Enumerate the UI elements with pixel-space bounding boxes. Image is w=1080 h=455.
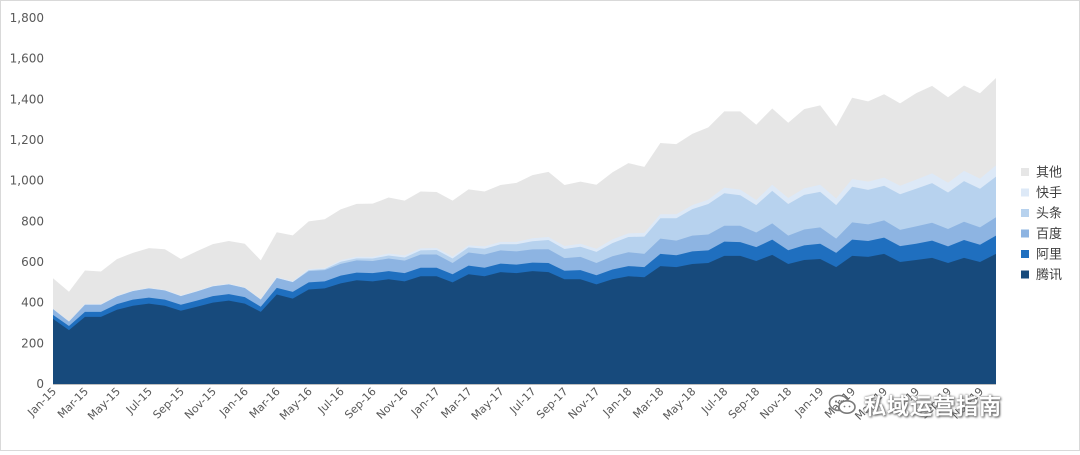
legend-swatch [1021, 168, 1029, 176]
y-tick-label: 800 [21, 214, 44, 228]
legend-swatch [1021, 270, 1029, 279]
y-tick-label: 1,800 [10, 11, 44, 25]
y-tick-label: 1,600 [10, 52, 44, 66]
area-series-group [53, 77, 996, 384]
y-tick-label: 400 [21, 296, 44, 310]
wechat-icon [828, 394, 856, 414]
y-tick-label: 1,200 [10, 133, 44, 147]
legend-label: 百度 [1036, 226, 1062, 242]
legend-swatch [1021, 209, 1029, 217]
legend-label: 其他 [1036, 166, 1062, 181]
watermark: 私域运营指南 [828, 388, 1068, 422]
legend-label: 腾讯 [1036, 267, 1062, 283]
legend-swatch [1021, 250, 1029, 258]
legend-label: 阿里 [1036, 248, 1062, 263]
y-tick-label: 0 [36, 377, 44, 391]
y-tick-label: 1,400 [10, 92, 44, 106]
watermark-text: 私域运营指南 [864, 395, 1003, 420]
y-tick-label: 1,000 [10, 174, 44, 188]
legend-label: 头条 [1036, 206, 1062, 222]
y-tick-label: 200 [21, 336, 44, 350]
legend-label: 快手 [1036, 186, 1062, 201]
y-tick-label: 600 [21, 255, 44, 269]
legend-swatch [1021, 188, 1029, 197]
area-series-1 [53, 253, 996, 384]
legend-swatch [1021, 229, 1029, 238]
